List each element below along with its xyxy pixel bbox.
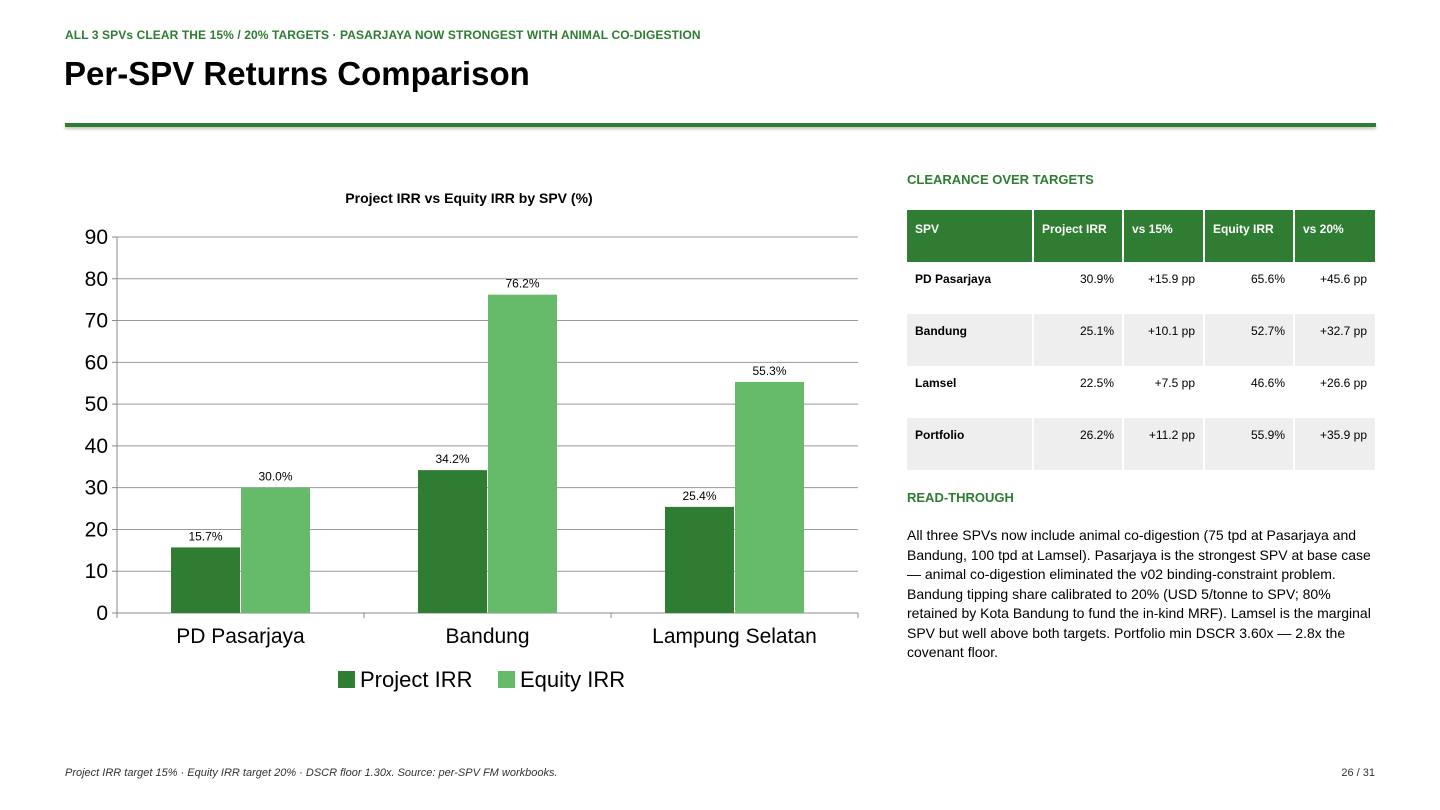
cell-vs-20: +35.9 pp — [1294, 418, 1375, 470]
cell-vs-15: +7.5 pp — [1123, 366, 1205, 418]
table-row: Portfolio 26.2% +11.2 pp 55.9% +35.9 pp — [907, 418, 1375, 470]
bar — [735, 381, 804, 613]
cell-project-irr: 22.5% — [1033, 366, 1124, 418]
y-tick-label: 0 — [96, 602, 108, 625]
header-spv: SPV — [907, 210, 1034, 262]
page-number: 26 / 31 — [1341, 767, 1375, 779]
data-label: 76.2% — [505, 277, 539, 291]
chart-title: Project IRR vs Equity IRR by SPV (%) — [345, 190, 592, 206]
x-tick-label: Bandung — [445, 625, 529, 648]
cell-equity-irr: 46.6% — [1204, 366, 1295, 418]
y-tick-label: 80 — [85, 268, 108, 291]
bar — [171, 547, 240, 613]
y-tick-label: 20 — [85, 518, 108, 541]
cell-equity-irr: 55.9% — [1204, 418, 1295, 470]
cell-project-irr: 30.9% — [1033, 262, 1124, 314]
cell-project-irr: 26.2% — [1033, 418, 1124, 470]
cell-vs-20: +26.6 pp — [1319, 376, 1367, 390]
cell-vs-20: +45.6 pp — [1319, 272, 1367, 286]
y-tick-label: 60 — [85, 351, 108, 374]
x-tick-label: PD Pasarjaya — [176, 625, 305, 648]
y-tick-label: 10 — [85, 560, 108, 583]
readthrough-text: All three SPVs now include animal co-dig… — [907, 527, 1371, 660]
title-rule — [65, 123, 1376, 127]
y-tick-label: 90 — [85, 226, 108, 249]
kicker: ALL 3 SPVs CLEAR THE 15% / 20% TARGETS ·… — [65, 28, 701, 42]
data-label: 34.2% — [435, 452, 469, 466]
x-tick-label: Lampung Selatan — [652, 625, 817, 648]
header-project-irr: Project IRR — [1033, 210, 1124, 262]
cell-spv: PD Pasarjaya — [907, 262, 1034, 314]
table-row: Bandung 25.1% +10.1 pp 52.7% +32.7 pp — [907, 314, 1375, 366]
y-tick-label: 40 — [85, 435, 108, 458]
bar — [418, 470, 487, 613]
data-label: 30.0% — [258, 470, 292, 484]
y-tick-label: 50 — [85, 393, 108, 416]
clearance-table: SPV Project IRR vs 15% Equity IRR vs 20%… — [907, 210, 1375, 470]
legend-label: Equity IRR — [520, 667, 625, 692]
y-tick-label: 30 — [85, 477, 108, 500]
legend-swatch — [338, 671, 355, 688]
table-row: PD Pasarjaya 30.9% +15.9 pp 65.6% +45.6 … — [907, 262, 1375, 314]
data-label: 25.4% — [682, 489, 716, 503]
readthrough-label: READ-THROUGH — [907, 490, 1014, 505]
cell-equity-irr: 52.7% — [1204, 314, 1295, 366]
page-title: Per-SPV Returns Comparison — [64, 55, 530, 92]
cell-equity-irr: 65.6% — [1204, 262, 1295, 314]
irr-chart-svg: Project IRR vs Equity IRR by SPV (%) 0 10 2… — [85, 190, 859, 692]
bar — [665, 506, 734, 613]
y-tick-label: 70 — [85, 310, 108, 333]
bar — [241, 487, 310, 613]
data-label: 15.7% — [188, 529, 222, 543]
irr-chart: Project IRR vs Equity IRR by SPV (%) 0 10 2… — [60, 180, 880, 710]
cell-vs-15: +15.9 pp — [1123, 262, 1205, 314]
footer-note: Project IRR target 15% · Equity IRR targ… — [65, 767, 558, 779]
cell-vs-15: +10.1 pp — [1123, 314, 1205, 366]
legend-label: Project IRR — [360, 667, 472, 692]
bar — [488, 294, 557, 613]
header-vs-15: vs 15% — [1123, 210, 1205, 262]
cell-project-irr: 25.1% — [1033, 314, 1124, 366]
cell-vs-20: +32.7 pp — [1294, 314, 1375, 366]
cell-spv: Bandung — [907, 314, 1034, 366]
clearance-label: CLEARANCE OVER TARGETS — [907, 172, 1094, 187]
legend-swatch — [498, 671, 515, 688]
table-row: Lamsel 22.5% +7.5 pp 46.6% +26.6 pp — [907, 366, 1375, 418]
cell-spv: Lamsel — [907, 366, 1034, 418]
cell-vs-15: +11.2 pp — [1123, 418, 1205, 470]
clearance-header-row: SPV Project IRR vs 15% Equity IRR vs 20% — [907, 210, 1375, 262]
header-equity-irr: Equity IRR — [1204, 210, 1295, 262]
cell-spv: Portfolio — [907, 418, 1034, 470]
header-vs-20: vs 20% — [1294, 210, 1375, 262]
data-label: 55.3% — [752, 364, 786, 378]
